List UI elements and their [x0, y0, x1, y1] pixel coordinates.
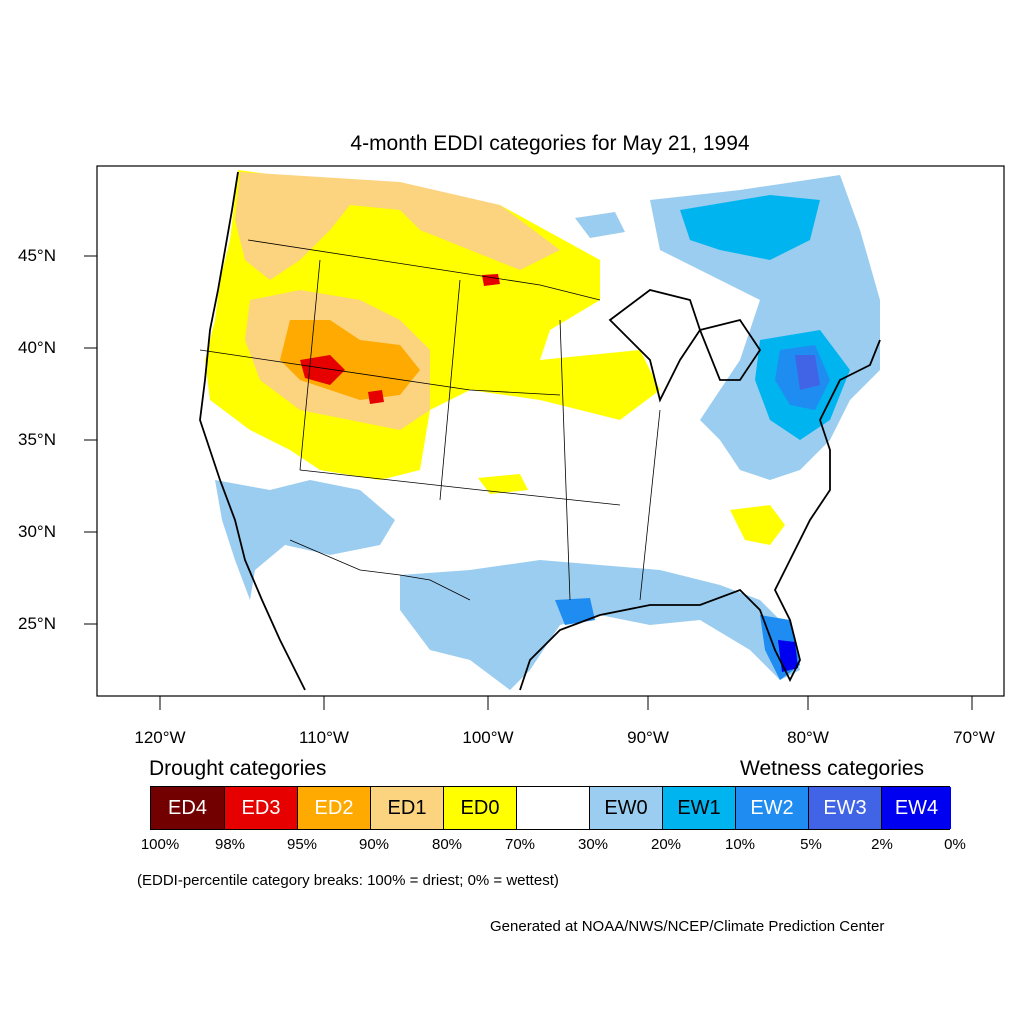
colorbar-segment-ew4: EW4 [881, 787, 951, 829]
ew2-region-louisiana [555, 598, 595, 625]
lat-label-40: 40°N [18, 338, 56, 357]
lon-label-110: 110°W [299, 728, 349, 747]
drought-heading: Drought categories [149, 757, 327, 780]
colorbar-segment-ed2: ED2 [297, 787, 370, 829]
wetness-heading: Wetness categories [740, 757, 925, 780]
lon-label-90: 90°W [627, 728, 669, 747]
ed0-region-texas-panhandle [478, 474, 528, 494]
lat-label-35: 35°N [18, 430, 56, 449]
percentile-label: 100% [140, 836, 180, 853]
colorbar-segment-ew3: EW3 [808, 787, 881, 829]
great-lakes [608, 289, 762, 403]
colorbar-segment-ed1: ED1 [370, 787, 443, 829]
lon-label-100: 100°W [462, 728, 514, 747]
colorbar-segment-ew1: EW1 [662, 787, 735, 829]
percentile-label: 30% [577, 836, 609, 853]
ew0-region-midwest-upper [575, 212, 625, 238]
ew3-region-mid-atlantic [795, 355, 820, 390]
grid-interior-4 [299, 469, 621, 506]
ed0-region-carolinas [730, 505, 785, 545]
grid-interior-1 [299, 259, 321, 471]
percentile-label: 20% [650, 836, 682, 853]
lat-label-45: 45°N [18, 246, 56, 265]
map-frame [96, 165, 1005, 697]
colorbar-segment-ed4: ED4 [151, 787, 224, 829]
percentile-label: 95% [286, 836, 318, 853]
grid-interior-2 [439, 279, 461, 501]
percentile-label: 2% [871, 836, 893, 853]
gulf-coast [519, 339, 881, 691]
percentile-label: 90% [358, 836, 390, 853]
category-colorbar: ED4 ED3 ED2 ED1 ED0 EW0 EW1 EW2 EW3 EW4 [150, 786, 951, 830]
lat-label-30: 30°N [18, 522, 56, 541]
ed3-spot-utah [300, 355, 345, 385]
lon-ticks [159, 696, 973, 710]
percentile-label: 98% [214, 836, 246, 853]
category-fills [205, 170, 880, 690]
percentile-label: 80% [431, 836, 463, 853]
percentile-label: 0% [944, 836, 966, 853]
state-boundaries [199, 239, 661, 601]
percentile-label: 70% [504, 836, 536, 853]
percentile-label: 5% [800, 836, 822, 853]
ew0-region-gulf [400, 560, 800, 690]
percentile-label: 10% [724, 836, 756, 853]
credit-line: Generated at NOAA/NWS/NCEP/Climate Predi… [490, 918, 885, 935]
category-note: (EDDI-percentile category breaks: 100% =… [137, 872, 559, 889]
grid-interior-6 [639, 409, 661, 601]
canada-border [247, 239, 601, 301]
map-title: 4-month EDDI categories for May 21, 1994 [350, 132, 750, 155]
mexico-border [289, 539, 471, 601]
lat-label-25: 25°N [18, 614, 56, 633]
colorbar-segment-ew0: EW0 [589, 787, 662, 829]
west-coast [199, 171, 306, 691]
lat-ticks [84, 255, 97, 625]
ed3-spot-colorado [368, 390, 384, 404]
grid-interior-5 [559, 319, 571, 601]
colorbar-segment-ed0: ED0 [443, 787, 516, 829]
ed3-spot-north [482, 274, 500, 286]
lon-label-120: 120°W [134, 728, 186, 747]
grid-interior-3 [199, 349, 561, 396]
ew1-region-northeast [680, 195, 820, 260]
colorbar-segment-ed3: ED3 [224, 787, 297, 829]
ed1-region-north [235, 172, 560, 280]
colorbar-segment-neutral [516, 787, 589, 829]
lon-label-70: 70°W [953, 728, 995, 747]
ew0-region-southwest [215, 480, 395, 600]
lon-label-80: 80°W [787, 728, 829, 747]
coastlines [199, 171, 881, 691]
colorbar-segment-ew2: EW2 [735, 787, 808, 829]
